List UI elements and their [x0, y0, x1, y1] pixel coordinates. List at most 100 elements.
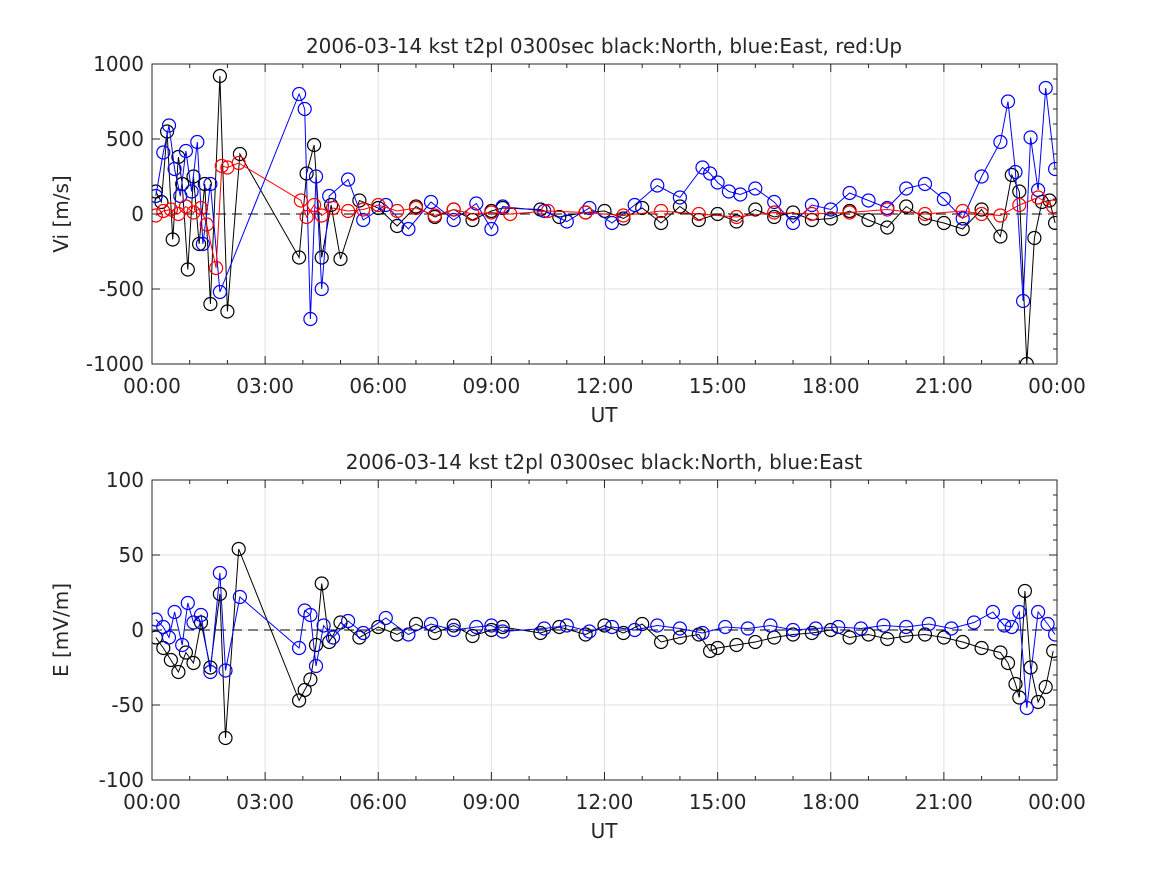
electric-field-north-point [1038, 679, 1053, 695]
velocity-north-point [917, 211, 933, 226]
velocity-up-point [804, 206, 820, 222]
electric-field-x-tick-label: 21:00 [915, 790, 973, 814]
electric-field-east-point [212, 565, 227, 581]
electric-field-north-point [314, 576, 329, 591]
velocity-up-point [503, 206, 518, 222]
velocity-north-point [352, 193, 367, 208]
velocity-up-point [540, 203, 556, 219]
velocity-east-point [582, 200, 597, 216]
electric-field-north-point [163, 652, 178, 668]
electric-field-north-point [495, 619, 510, 635]
velocity-east-point [1000, 94, 1016, 109]
velocity-up-point [1030, 190, 1046, 205]
velocity-north-point [552, 209, 567, 225]
velocity-east-point [303, 311, 318, 327]
electric-field-east-point [167, 604, 182, 620]
electric-field-east-point [985, 604, 1001, 620]
velocity-y-tick-label: 0 [131, 202, 144, 226]
electric-field-east-point [604, 619, 620, 635]
velocity-east-point [559, 214, 574, 229]
velocity-up-point [1012, 197, 1027, 213]
velocity-x-axis-label: UT [591, 403, 619, 427]
velocity-north-point [748, 202, 763, 217]
electric-field-north-point [955, 634, 970, 650]
electric-field-north-point [616, 625, 631, 641]
electric-field-east-point [193, 607, 209, 623]
velocity-north-point [823, 211, 838, 226]
electric-field-series-east [152, 565, 1057, 716]
velocity-north-point [672, 199, 688, 214]
electric-field-east-point [899, 619, 914, 635]
velocity-up-point [199, 217, 214, 232]
electric-field-east-point [378, 610, 393, 626]
velocity-east-point [1048, 161, 1057, 177]
electric-field-east-line [155, 572, 1056, 709]
electric-field-east-point [650, 618, 665, 633]
velocity-north-point [165, 232, 180, 247]
electric-field-east-point [423, 616, 439, 632]
electric-field-x-tick-label: 06:00 [349, 790, 407, 814]
electric-field-y-tick-label: -50 [111, 693, 144, 717]
electric-field-x-ticks: 00:00 03:00 06:00 09:00 12:00 15:00 18:00 21:00… [123, 480, 1086, 814]
electric-field-east-point [303, 607, 318, 623]
electric-field-east-point [180, 595, 195, 611]
velocity-up-point [152, 208, 163, 223]
velocity-north-point [1027, 230, 1042, 246]
velocity-up-point [917, 206, 933, 222]
velocity-north-point [936, 215, 952, 231]
velocity-east-point [842, 185, 857, 201]
electric-field-east-point [203, 664, 218, 680]
velocity-x-tick-label: 06:00 [349, 374, 407, 398]
electric-field-east-point [308, 658, 324, 674]
velocity-north-point [192, 236, 207, 252]
electric-field-north-point [352, 630, 367, 645]
electric-field-series [152, 541, 1057, 746]
velocity-up-point [325, 200, 341, 216]
velocity-north-point [371, 200, 386, 216]
electric-field-north-point [899, 628, 914, 644]
electric-field-east-point [446, 622, 461, 638]
velocity-up-point [307, 197, 322, 213]
velocity-east-point [672, 190, 688, 205]
velocity-east-point [423, 194, 439, 210]
electric-field-east-point [966, 615, 982, 630]
velocity-north-point [197, 176, 212, 192]
velocity-east-point [341, 172, 356, 187]
velocity-panel-title: 2006-03-14 kst t2pl 0300sec black:North,… [306, 34, 902, 58]
velocity-east-point [1038, 80, 1053, 96]
velocity-up-point [427, 208, 442, 223]
velocity-north-point [653, 215, 669, 231]
electric-field-north-point [1008, 676, 1023, 692]
velocity-x-tick-label: 12:00 [576, 374, 634, 398]
electric-field-north-point [823, 622, 838, 638]
electric-field-east-point [537, 621, 552, 636]
electric-field-y-tick-label: -100 [99, 768, 144, 792]
velocity-east-point [1023, 130, 1038, 145]
electric-field-x-tick-label: 09:00 [463, 790, 521, 814]
velocity-up-point [356, 202, 371, 217]
electric-field-east-point [718, 619, 733, 635]
velocity-north-point [880, 220, 895, 235]
velocity-x-tick-label: 00:00 [123, 374, 181, 398]
velocity-east-point [156, 145, 171, 160]
velocity-east-point [974, 169, 989, 184]
electric-field-east-point [1040, 616, 1055, 632]
velocity-east-point [823, 202, 838, 217]
electric-field-north-point [729, 637, 744, 653]
electric-field-north-point [936, 630, 952, 645]
velocity-north-point [861, 212, 876, 228]
velocity-east-point [356, 212, 371, 228]
velocity-north-point [390, 218, 405, 234]
velocity-north-point [186, 169, 201, 184]
velocity-x-tick-label: 00:00 [1028, 374, 1086, 398]
electric-field-north-point [186, 655, 201, 671]
velocity-up-point [484, 205, 499, 220]
electric-field-north-point [748, 634, 763, 650]
electric-field-panel-title: 2006-03-14 kst t2pl 0300sec black:North,… [346, 450, 863, 474]
velocity-east-point [804, 197, 820, 213]
velocity-up-point [293, 193, 308, 208]
electric-field-north-point [484, 622, 499, 638]
velocity-y-ticks: -1000 -500 0 500 1000 [86, 52, 1057, 376]
electric-field-east-point [341, 613, 356, 629]
velocity-north-point [635, 200, 650, 216]
